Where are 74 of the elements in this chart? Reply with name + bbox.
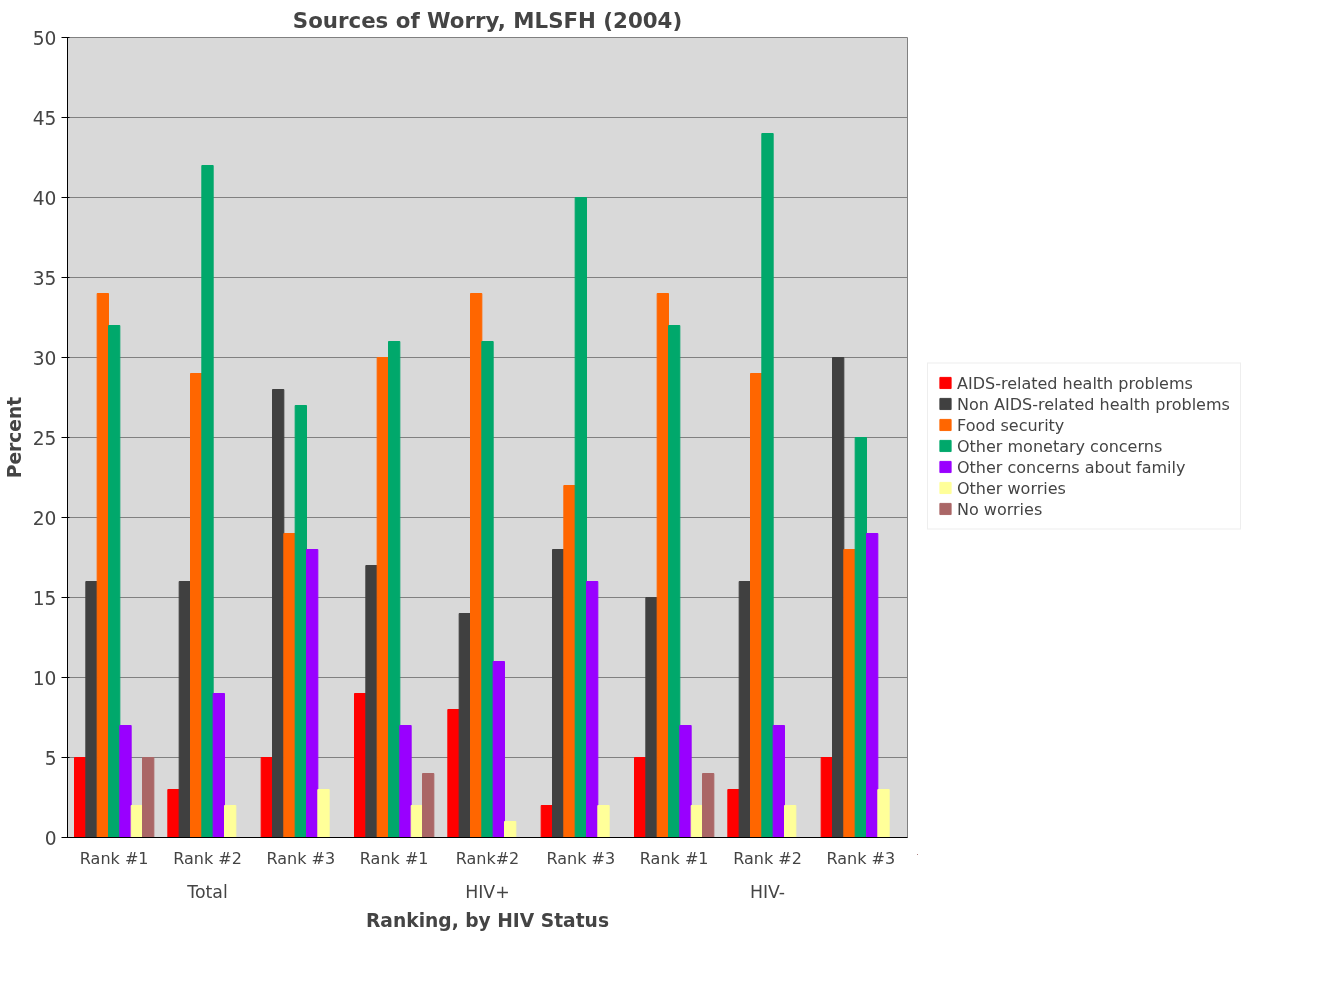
y-tick-label: 10 bbox=[32, 667, 57, 689]
bar bbox=[283, 533, 296, 838]
y-tick-label: 35 bbox=[32, 267, 57, 289]
text: Total bbox=[186, 881, 228, 902]
bar bbox=[470, 293, 483, 838]
y-tick-label: 30 bbox=[32, 347, 57, 369]
legend-label: No worries bbox=[957, 499, 1043, 518]
bar bbox=[597, 805, 610, 838]
bar bbox=[574, 197, 587, 838]
y-tick-label: 25 bbox=[32, 427, 57, 449]
legend-label: Other concerns about family bbox=[957, 457, 1186, 476]
bar bbox=[201, 165, 214, 838]
x-tick-label: Rank #1 bbox=[79, 848, 149, 868]
bar bbox=[306, 549, 319, 838]
bar bbox=[492, 661, 505, 838]
bar bbox=[108, 325, 121, 838]
bar bbox=[866, 533, 879, 838]
x-tick-label: Rank #2 bbox=[173, 848, 242, 868]
x-tick-label: Rank #3 bbox=[546, 848, 616, 868]
y-tick-label: 5 bbox=[44, 747, 57, 769]
x-tick-label: Rank #1 bbox=[359, 848, 429, 868]
bar bbox=[772, 725, 785, 838]
y-tick-label: 20 bbox=[32, 507, 57, 529]
legend-label: AIDS-related health problems bbox=[957, 373, 1193, 392]
bar bbox=[761, 133, 774, 838]
legend-label: Other monetary concerns bbox=[957, 436, 1163, 455]
bar bbox=[294, 405, 307, 838]
bar bbox=[85, 581, 98, 838]
y-tick-label: 15 bbox=[32, 587, 57, 609]
chart-title: Sources of Worry, MLSFH (2004) bbox=[292, 7, 683, 33]
bar bbox=[167, 789, 180, 838]
x-tick-label: Rank#2 bbox=[455, 848, 520, 868]
bar bbox=[784, 805, 797, 838]
bar bbox=[727, 789, 740, 838]
bar bbox=[224, 805, 237, 838]
bar bbox=[645, 597, 658, 838]
bar bbox=[399, 725, 412, 838]
bar bbox=[119, 725, 132, 838]
y-tick-label: 0 bbox=[44, 827, 57, 849]
y-tick-label: 45 bbox=[32, 107, 57, 129]
x-tick-label: Rank #1 bbox=[639, 848, 709, 868]
x-tick-label: Rank #2 bbox=[733, 848, 802, 868]
bar bbox=[656, 293, 669, 838]
legend-label: Other worries bbox=[957, 478, 1066, 497]
text: HIV+ bbox=[465, 881, 510, 902]
text: HIV- bbox=[749, 881, 786, 902]
legend-label: Non AIDS-related health problems bbox=[957, 394, 1230, 413]
bar bbox=[96, 293, 109, 838]
x-axis-title: Ranking, by HIV Status bbox=[366, 909, 610, 931]
bar bbox=[668, 325, 681, 838]
bar bbox=[365, 565, 378, 838]
bar bbox=[832, 357, 845, 838]
bar bbox=[504, 821, 517, 838]
bar bbox=[586, 581, 599, 838]
legend-label: Food security bbox=[957, 415, 1065, 434]
x-tick-label: Rank #3 bbox=[826, 848, 896, 868]
bar bbox=[447, 709, 460, 838]
bar bbox=[317, 789, 330, 838]
bar bbox=[422, 773, 435, 838]
y-tick-label: 50 bbox=[32, 27, 57, 49]
y-axis-title: Percent bbox=[3, 396, 25, 479]
x-tick-label: Rank #3 bbox=[266, 848, 336, 868]
bar bbox=[563, 485, 576, 838]
bar bbox=[679, 725, 692, 838]
bar bbox=[877, 789, 890, 838]
bar bbox=[843, 549, 856, 838]
bar bbox=[854, 437, 867, 838]
bar bbox=[388, 341, 401, 838]
bar bbox=[481, 341, 494, 838]
bar bbox=[702, 773, 715, 838]
bar bbox=[272, 389, 285, 838]
bar bbox=[142, 757, 155, 838]
bar bbox=[212, 693, 225, 838]
y-tick-label: 40 bbox=[32, 187, 57, 209]
